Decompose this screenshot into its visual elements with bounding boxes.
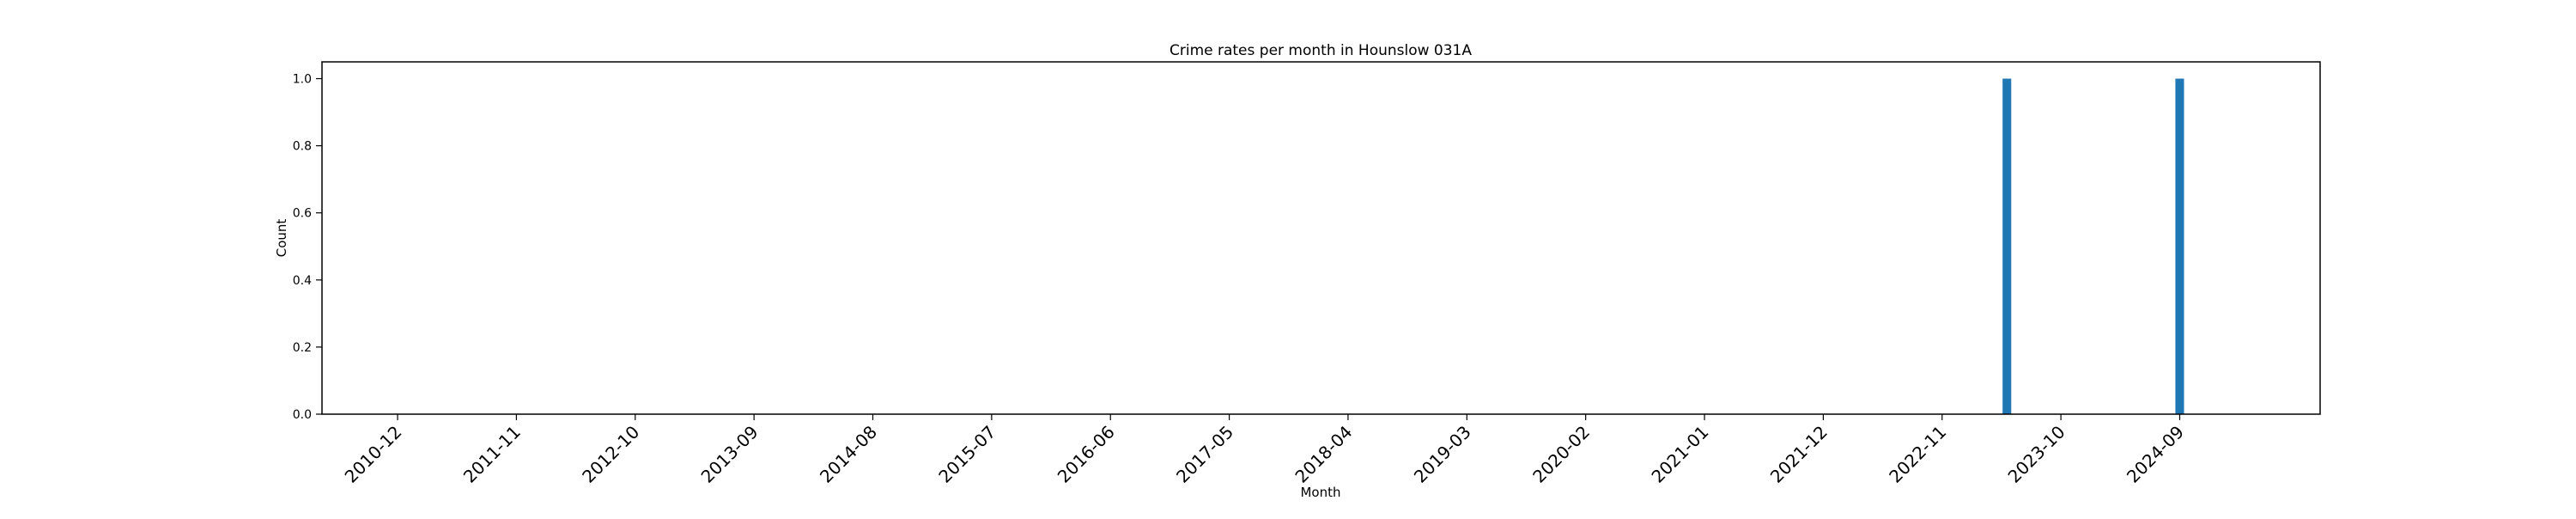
y-tick-label: 0.2 — [293, 341, 312, 355]
y-tick-label: 1.0 — [293, 73, 312, 87]
x-tick-label: 2018-04 — [1291, 422, 1356, 487]
chart-title: Crime rates per month in Hounslow 031A — [1170, 42, 1472, 59]
x-tick-label: 2011-11 — [459, 422, 525, 487]
bar — [2002, 78, 2012, 415]
x-tick-label: 2013-09 — [697, 422, 762, 487]
y-tick-label: 0.4 — [293, 274, 312, 288]
x-tick-label: 2017-05 — [1172, 422, 1237, 487]
x-tick-label: 2021-01 — [1647, 422, 1712, 487]
x-tick-label: 2023-10 — [2004, 422, 2069, 487]
x-tick-label: 2022-11 — [1885, 422, 1950, 487]
x-tick-label: 2016-06 — [1054, 422, 1119, 487]
x-axis-label: Month — [1300, 485, 1340, 500]
bar — [2175, 78, 2184, 415]
x-tick-label: 2015-07 — [934, 422, 999, 487]
x-tick-label: 2012-10 — [578, 422, 643, 487]
y-tick-label: 0.6 — [293, 207, 312, 221]
x-tick-label: 2019-03 — [1410, 422, 1475, 487]
x-tick-label: 2010-12 — [341, 422, 406, 487]
x-tick-label: 2024-09 — [2123, 422, 2188, 487]
y-tick-label: 0.8 — [293, 140, 312, 154]
x-axis-ticks: 2010-12 2011-11 2012-10 2013-09 2014-08 2015-… — [341, 414, 2188, 487]
y-axis-ticks: 0.0 0.2 0.4 0.6 0.8 1.0 — [293, 73, 322, 422]
x-tick-label: 2021-12 — [1766, 422, 1832, 487]
x-tick-label: 2014-08 — [816, 422, 881, 487]
plot-frame — [321, 61, 2321, 415]
bars — [2002, 78, 2184, 415]
y-axis-label: Count — [274, 219, 289, 258]
y-tick-label: 0.0 — [293, 408, 312, 422]
x-tick-label: 2020-02 — [1528, 422, 1594, 487]
